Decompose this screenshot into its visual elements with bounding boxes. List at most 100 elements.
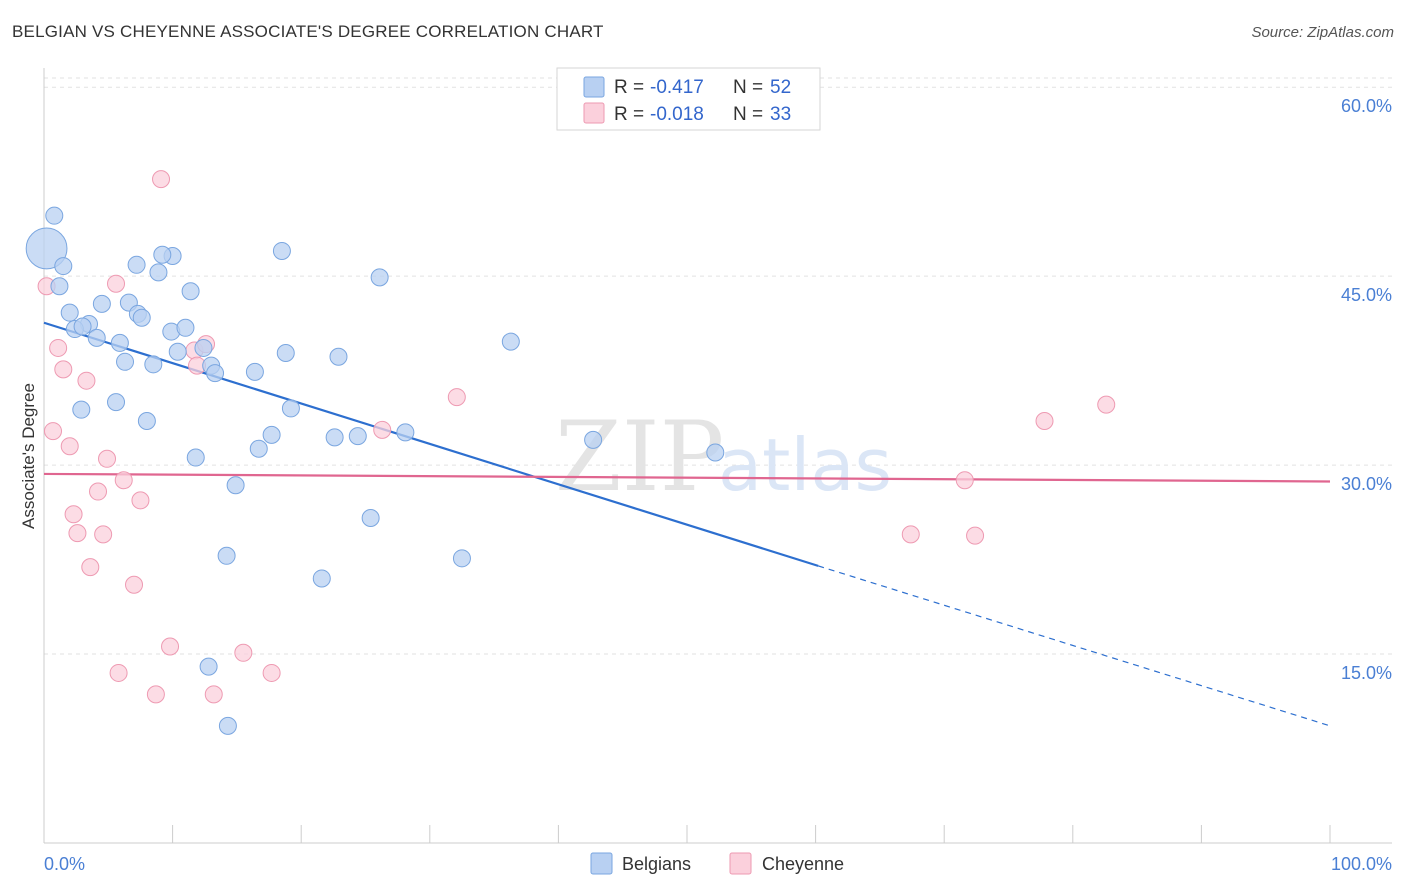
point-cheyenne[interactable] xyxy=(131,491,150,510)
point-cheyenne[interactable] xyxy=(94,525,113,544)
point-belgians[interactable] xyxy=(144,355,163,374)
bottom-legend-swatch-belgians[interactable] xyxy=(590,852,613,875)
point-cheyenne[interactable] xyxy=(955,471,974,490)
y-tick-label: 15.0% xyxy=(1341,663,1392,683)
point-cheyenne[interactable] xyxy=(966,526,985,545)
point-belgians[interactable] xyxy=(87,328,106,347)
legend-swatch-belgians xyxy=(583,76,605,98)
point-belgians[interactable] xyxy=(218,716,237,735)
point-cheyenne[interactable] xyxy=(161,637,180,656)
point-belgians[interactable] xyxy=(45,206,64,225)
point-cheyenne[interactable] xyxy=(44,422,63,441)
point-belgians[interactable] xyxy=(206,364,225,383)
point-belgians[interactable] xyxy=(116,352,135,371)
point-belgians[interactable] xyxy=(181,282,200,301)
point-belgians[interactable] xyxy=(72,400,91,419)
legend-swatch-cheyenne xyxy=(583,102,605,124)
point-cheyenne[interactable] xyxy=(901,525,920,544)
point-belgians[interactable] xyxy=(312,569,331,588)
legend-r-value-belgians: -0.417 xyxy=(650,77,704,98)
legend-r-label-cheyenne: R = xyxy=(614,104,644,125)
point-cheyenne[interactable] xyxy=(114,471,133,490)
point-cheyenne[interactable] xyxy=(64,505,83,524)
point-cheyenne[interactable] xyxy=(447,388,466,407)
point-belgians[interactable] xyxy=(137,412,156,431)
point-belgians[interactable] xyxy=(396,423,415,442)
point-cheyenne[interactable] xyxy=(98,449,117,468)
point-cheyenne[interactable] xyxy=(49,338,68,357)
top-legend: R = -0.417 N = 52 R = -0.018 N = 33 xyxy=(556,67,821,131)
point-cheyenne[interactable] xyxy=(152,170,171,189)
legend-n-label-belgians: N = xyxy=(733,77,763,98)
point-belgians[interactable] xyxy=(110,333,129,352)
chart-title: BELGIAN VS CHEYENNE ASSOCIATE'S DEGREE C… xyxy=(12,22,604,41)
point-belgians[interactable] xyxy=(245,362,264,381)
point-belgians[interactable] xyxy=(107,393,126,412)
chart-source: Source: ZipAtlas.com xyxy=(1251,24,1394,41)
point-cheyenne[interactable] xyxy=(1097,395,1116,414)
point-belgians[interactable] xyxy=(199,657,218,676)
bottom-legend-label-cheyenne[interactable]: Cheyenne xyxy=(762,854,844,874)
point-cheyenne[interactable] xyxy=(77,371,96,390)
point-belgians[interactable] xyxy=(25,227,68,270)
point-belgians[interactable] xyxy=(325,428,344,447)
point-belgians[interactable] xyxy=(276,343,295,362)
point-belgians[interactable] xyxy=(149,263,168,282)
point-belgians[interactable] xyxy=(706,443,725,462)
grid-layer xyxy=(44,77,1392,655)
point-cheyenne[interactable] xyxy=(125,575,144,594)
point-belgians[interactable] xyxy=(452,549,471,568)
point-cheyenne[interactable] xyxy=(107,274,126,293)
watermark: ZIP atlas xyxy=(555,401,892,513)
point-belgians[interactable] xyxy=(194,338,213,357)
point-cheyenne[interactable] xyxy=(1035,412,1054,431)
point-cheyenne[interactable] xyxy=(60,437,79,456)
legend-n-value-cheyenne: 33 xyxy=(770,104,791,125)
point-belgians[interactable] xyxy=(501,332,520,351)
point-belgians[interactable] xyxy=(92,294,111,313)
point-belgians[interactable] xyxy=(127,255,146,274)
point-cheyenne[interactable] xyxy=(204,685,223,704)
point-cheyenne[interactable] xyxy=(146,685,165,704)
point-cheyenne[interactable] xyxy=(234,643,253,662)
bottom-legend-label-belgians[interactable]: Belgians xyxy=(622,854,691,874)
point-belgians[interactable] xyxy=(176,318,195,337)
point-belgians[interactable] xyxy=(584,430,603,449)
point-belgians[interactable] xyxy=(329,347,348,366)
y-tick-label: 45.0% xyxy=(1341,285,1392,305)
y-axis-title: Associate's Degree xyxy=(19,383,38,529)
point-cheyenne[interactable] xyxy=(373,420,392,439)
point-cheyenne[interactable] xyxy=(54,360,73,379)
point-belgians[interactable] xyxy=(50,277,69,296)
point-cheyenne[interactable] xyxy=(109,663,128,682)
point-belgians[interactable] xyxy=(217,546,236,565)
bottom-legend-swatch-cheyenne[interactable] xyxy=(729,852,752,875)
point-belgians[interactable] xyxy=(153,245,172,264)
point-cheyenne[interactable] xyxy=(68,524,87,543)
point-belgians[interactable] xyxy=(370,268,389,287)
point-belgians[interactable] xyxy=(272,241,291,260)
point-cheyenne[interactable] xyxy=(81,558,100,577)
watermark-zip: ZIP xyxy=(555,401,724,513)
point-belgians[interactable] xyxy=(226,476,245,495)
trendline-belgians-extension xyxy=(817,565,1331,727)
point-belgians[interactable] xyxy=(168,342,187,361)
point-belgians[interactable] xyxy=(60,303,79,322)
legend-n-label-cheyenne: N = xyxy=(733,104,763,125)
point-cheyenne[interactable] xyxy=(89,482,108,501)
legend-r-label-belgians: R = xyxy=(614,77,644,98)
point-belgians[interactable] xyxy=(73,317,92,336)
point-belgians[interactable] xyxy=(54,257,73,276)
point-belgians[interactable] xyxy=(249,439,268,458)
legend-r-value-cheyenne: -0.018 xyxy=(650,104,704,125)
bottom-legend: Belgians Cheyenne xyxy=(590,852,844,875)
point-belgians[interactable] xyxy=(361,509,380,528)
point-belgians[interactable] xyxy=(348,427,367,446)
point-cheyenne[interactable] xyxy=(262,663,281,682)
point-belgians[interactable] xyxy=(281,399,300,418)
point-belgians[interactable] xyxy=(132,308,151,327)
legend-n-value-belgians: 52 xyxy=(770,77,791,98)
point-belgians[interactable] xyxy=(186,448,205,467)
point-belgians[interactable] xyxy=(262,425,281,444)
